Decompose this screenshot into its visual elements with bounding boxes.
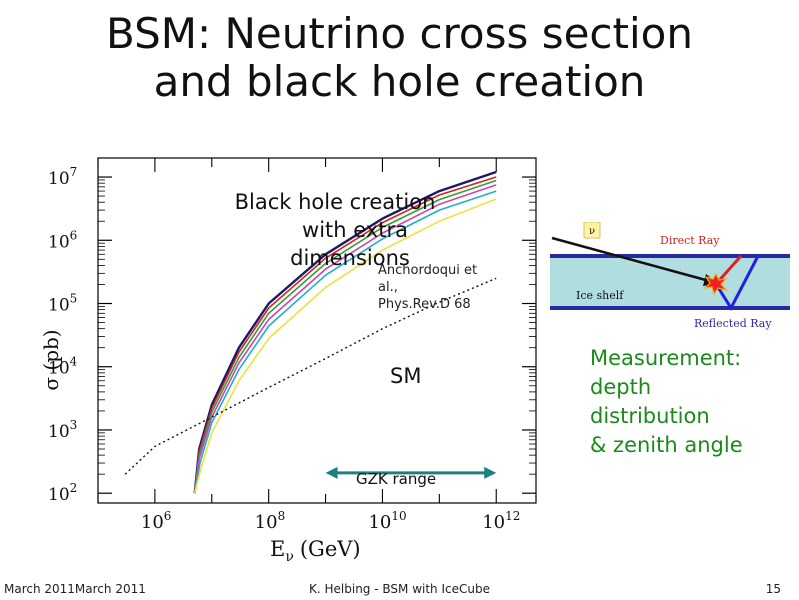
ice-shelf-band: [550, 256, 790, 308]
reference-annotation: Anchordoqui et al., Phys.Rev.D 68: [378, 262, 508, 313]
y-tick-exponent: 4: [70, 355, 78, 369]
sm-annotation: SM: [390, 364, 422, 388]
x-axis-symbol: E: [270, 537, 285, 561]
gzk-arrowhead-right: [484, 466, 497, 479]
reference-line-3: Phys.Rev.D 68: [378, 297, 471, 312]
gzk-annotation: GZK range: [356, 470, 437, 488]
x-tick-exponent: 6: [164, 509, 172, 523]
x-tick-base: 10: [482, 512, 505, 533]
footer-author: K. Helbing - BSM with IceCube: [309, 582, 490, 596]
x-tick-base: 10: [141, 512, 164, 533]
y-tick-exponent: 7: [70, 165, 78, 179]
x-tick-base: 10: [255, 512, 278, 533]
reflected-ray-label: Reflected Ray: [694, 317, 772, 330]
reflected-ray-line: [714, 255, 760, 312]
y-tick-label: 103: [48, 418, 77, 442]
neutrino-track: [551, 236, 714, 284]
title-line-1: BSM: Neutrino cross section: [106, 9, 693, 58]
footer-page-number: 15: [765, 582, 781, 596]
bh-curve-series-3: [193, 179, 497, 494]
y-tick-label: 107: [48, 165, 77, 189]
cross-section-plot: 102 103 104 105 106 107 106 108 1010 1012 σ (pb)…: [39, 150, 550, 570]
y-tick-base: 10: [48, 169, 70, 189]
x-tick-label: 108: [255, 509, 286, 533]
x-tick-exponent: 10: [391, 509, 406, 523]
bh-annotation-line-3: dimensions: [290, 246, 410, 270]
bh-curves: [193, 170, 497, 494]
x-ticks: 106 108 1010 1012: [97, 158, 520, 533]
direct-ray-label: Direct Ray: [660, 234, 720, 247]
y-tick-label: 104: [48, 355, 78, 379]
x-tick-exponent: 8: [278, 509, 286, 523]
y-tick-base: 10: [48, 485, 70, 505]
ice-shelf-label: Ice shelf: [576, 289, 624, 302]
sm-curve: [124, 277, 497, 475]
x-tick-base: 10: [368, 512, 391, 533]
x-axis-unit: (GeV): [300, 537, 361, 561]
bh-curve-series-4: [193, 184, 497, 494]
x-axis-subscript: ν: [285, 549, 294, 565]
y-tick-exponent: 3: [70, 418, 78, 432]
measurement-line-1: Measurement:: [590, 346, 742, 370]
interaction-burst-icon: [703, 272, 728, 296]
footer-date: March 2011March 2011: [4, 582, 146, 596]
bh-annotation-line-1: Black hole creation: [234, 190, 436, 214]
bh-curve-series-5: [193, 190, 497, 494]
x-tick-label: 1010: [368, 509, 406, 533]
y-tick-label: 106: [48, 228, 77, 252]
title-line-2: and black hole creation: [153, 57, 646, 106]
y-tick-exponent: 6: [70, 228, 78, 242]
bh-annotation-line-2: with extra: [302, 218, 408, 242]
plot-frame: [97, 157, 537, 504]
x-tick-exponent: 12: [505, 509, 520, 523]
y-tick-base: 10: [48, 296, 70, 316]
y-tick-exponent: 2: [70, 481, 78, 495]
bh-annotation: Black hole creation with extra dimension…: [215, 188, 455, 272]
bh-curve-series-2: [193, 176, 497, 494]
measurement-line-2: depth: [590, 375, 652, 399]
diagram-svg: ν Direct Ray Ice shelf Reflected Ray: [550, 221, 790, 330]
bh-curve-series-1: [193, 170, 497, 494]
neutrino-label: ν: [589, 226, 595, 237]
x-tick-label: 106: [141, 509, 172, 533]
y-tick-base: 10: [48, 422, 70, 442]
x-tick-label: 1012: [482, 509, 520, 533]
neutrino-label-box: [583, 221, 601, 239]
y-axis-label: σ (pb): [40, 329, 63, 390]
gzk-arrow: [325, 466, 497, 479]
measurement-note: Measurement: depth distribution & zenith…: [590, 344, 743, 460]
bh-curve-series-6: [193, 198, 497, 494]
measurement-line-3: distribution: [590, 404, 710, 428]
y-tick-base: 10: [48, 359, 70, 379]
radio-detection-diagram: ν Direct Ray Ice shelf Reflected Ray: [548, 221, 793, 337]
y-tick-exponent: 5: [70, 292, 78, 306]
slide-title: BSM: Neutrino cross section and black ho…: [0, 10, 799, 106]
reference-line-2: al.,: [378, 280, 398, 295]
measurement-line-4: & zenith angle: [590, 433, 743, 457]
y-tick-label: 105: [48, 292, 77, 316]
x-axis-label: Eν (GeV): [270, 537, 361, 565]
gzk-arrowhead-left: [325, 466, 338, 479]
y-tick-base: 10: [48, 232, 70, 252]
y-tick-label: 102: [48, 481, 77, 505]
reference-line-1: Anchordoqui et: [378, 263, 478, 278]
